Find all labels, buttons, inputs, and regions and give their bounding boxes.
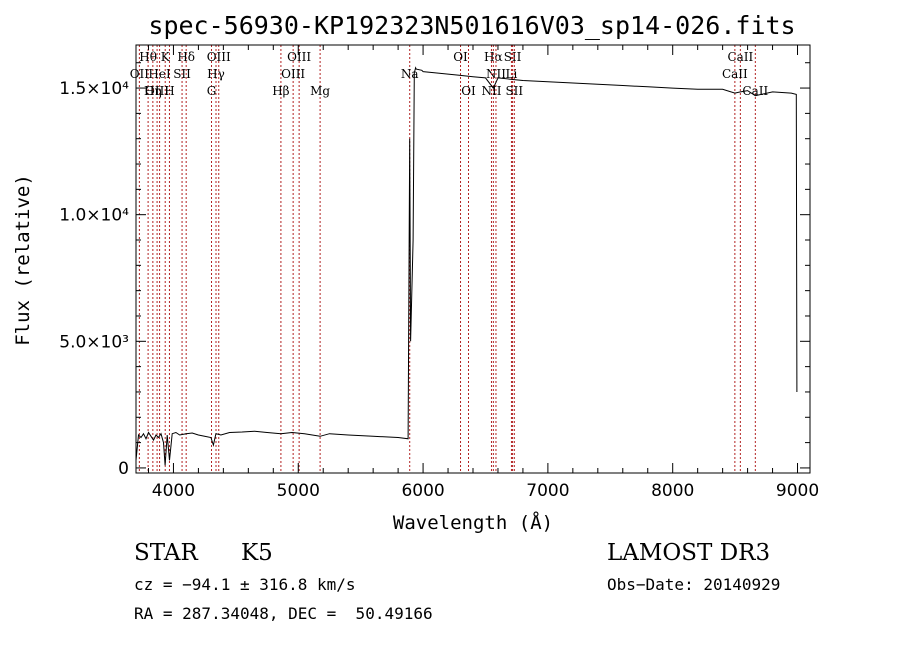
coordinates-readout: RA = 287.34048, DEC = 50.49166 [134, 604, 433, 623]
line-label-24: SII [505, 84, 523, 98]
chart-title: spec-56930-KP192323N501616V03_sp14-026.f… [148, 11, 795, 40]
line-label-1: OII [130, 67, 150, 81]
survey-name: LAMOST DR3 [607, 540, 771, 566]
x-tick-label-2: 6000 [401, 481, 444, 501]
line-label-12: OIII [287, 50, 311, 64]
x-tick-label-1: 5000 [277, 481, 320, 501]
line-label-10: Hγ [207, 67, 225, 81]
line-label-14: Hβ [272, 84, 289, 98]
line-label-2: OIII [145, 84, 169, 98]
y-tick-label-1: 5.0×10³ [59, 332, 129, 352]
line-label-26: CaII [722, 67, 748, 81]
line-label-4: Hη [144, 84, 162, 98]
line-label-19: Hα [484, 50, 503, 64]
y-tick-label-0: 0 [118, 459, 129, 479]
line-label-22: Li [506, 67, 518, 81]
axis-ticks: 4000 5000 6000 7000 8000 9000 0 5.0×10³ 1.0×10⁴ 1… [59, 45, 819, 501]
line-label-23: NII [481, 84, 501, 98]
line-label-3: HeI [148, 67, 171, 81]
line-label-8: Hδ [177, 50, 195, 64]
y-axis-label: Flux (relative) [12, 174, 34, 346]
line-label-7: H [164, 84, 174, 98]
line-label-13: OIII [281, 67, 305, 81]
line-label-25: CaII [727, 50, 753, 64]
y-tick-label-3: 1.5×10⁴ [59, 79, 129, 99]
y-tick-label-2: 1.0×10⁴ [59, 206, 129, 226]
line-label-9: OIII [207, 50, 231, 64]
x-tick-label-3: 7000 [526, 481, 569, 501]
x-tick-label-4: 8000 [651, 481, 694, 501]
line-label-6: SII [173, 67, 191, 81]
series-layer [135, 66, 798, 466]
line-label-15: Mg [310, 84, 330, 98]
line-label-17: OI [453, 50, 468, 64]
line-label-11: G [207, 84, 217, 98]
series-line-0 [135, 66, 798, 466]
line-label-5: K [161, 50, 171, 64]
x-tick-label-0: 4000 [152, 481, 195, 501]
plot-frame [135, 44, 811, 474]
line-label-20: SII [504, 50, 522, 64]
redshift-readout: cz = −94.1 ± 316.8 km/s [134, 575, 356, 594]
line-label-18: OI [461, 84, 476, 98]
object-class: STAR [134, 540, 198, 566]
line-label-0: Hθ [139, 50, 157, 64]
x-axis-label: Wavelength (Å) [393, 511, 553, 534]
observation-date: Obs−Date: 20140929 [607, 575, 781, 594]
object-subclass: K5 [241, 540, 273, 566]
x-tick-label-5: 9000 [776, 481, 819, 501]
